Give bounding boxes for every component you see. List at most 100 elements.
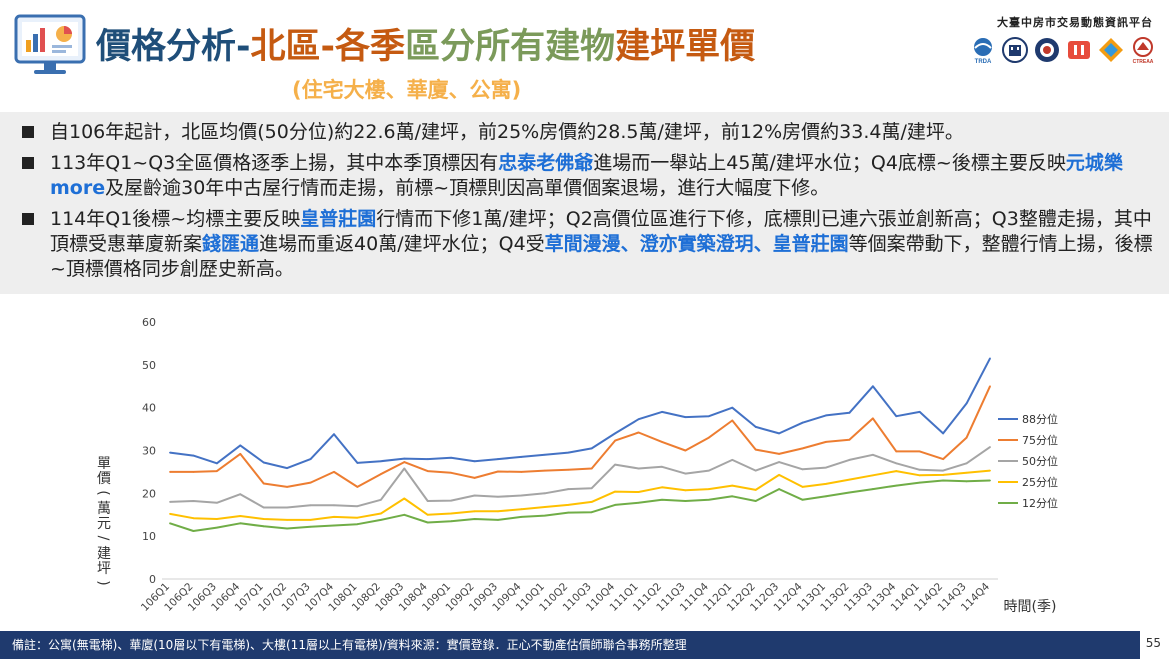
bullet-text-segment: 進場而一舉站上45萬/建坪水位；Q4底標~後標主要反映 [593, 152, 1066, 174]
data-point [731, 495, 734, 498]
bullet-2: 113年Q1~Q3全區價格逐季上揚，其中本季頂標因有忠泰老佛爺進場而一舉站上45… [22, 151, 1157, 201]
data-point [497, 470, 499, 473]
bullet-square-icon [22, 213, 34, 225]
data-point [192, 500, 195, 502]
data-point [215, 526, 218, 529]
data-point [450, 456, 453, 459]
data-point [239, 444, 242, 447]
data-point [825, 495, 827, 498]
data-point [989, 469, 991, 472]
data-point [637, 491, 640, 493]
data-point [895, 415, 898, 418]
data-point [169, 471, 171, 473]
data-point [169, 512, 171, 515]
bullet-text: 自106年起計，北區均價(50分位)約22.6萬/建坪，前25%房價約28.5萬… [50, 120, 964, 145]
page-title: 價格分析-北區-各季區分所有建物建坪單價 [96, 18, 755, 69]
ctreaa-logo-icon: CTREAA [1129, 36, 1157, 64]
data-point [356, 516, 359, 519]
y-axis-title-char: 建 [97, 546, 111, 562]
data-point [707, 498, 710, 501]
title-part-1: 價格分析- [96, 27, 251, 67]
data-point [825, 414, 827, 417]
data-point [871, 385, 874, 388]
data-point [707, 436, 710, 439]
data-point [379, 498, 382, 501]
bullet-text-segment: 113年Q1~Q3全區價格逐季上揚，其中本季頂標因有 [50, 152, 499, 174]
data-point [497, 458, 499, 460]
data-point [262, 506, 265, 509]
data-point [356, 486, 359, 488]
data-point [473, 477, 476, 479]
data-point [989, 479, 991, 482]
data-point [333, 515, 335, 518]
data-point [403, 467, 406, 470]
title-part-2: 北區-各季 [250, 27, 406, 67]
data-point [614, 432, 617, 435]
data-point [848, 438, 851, 441]
legend-label: 25分位 [1022, 475, 1058, 489]
emblem-logo-icon [1065, 36, 1093, 64]
data-point [286, 527, 289, 530]
bullet-text-segment: 自106年起計，北區均價(50分位)約22.6萬/建坪，前25%房價約28.5萬… [50, 121, 964, 143]
data-point [262, 525, 265, 528]
y-tick-label: 0 [149, 573, 156, 586]
svg-text:TRDA: TRDA [975, 59, 992, 64]
bullet-text-segment: 及屋齡逾30年中古屋行情而走揚，前標~頂標則因高單價個案退場，進行大幅度下修。 [105, 177, 830, 199]
data-point [661, 441, 663, 443]
data-point [918, 474, 921, 477]
data-point [567, 503, 570, 506]
bullet-text-segment: 等個案帶動下，整體行情上揚，後標~頂標價格同步創歷史新高。 [50, 233, 1153, 280]
footer-note: 備註：公寓(無電梯)、華廈(10層以下有電梯)、大樓(11層以上有電梯)/資料來… [0, 631, 1140, 659]
data-point [801, 468, 804, 471]
data-point [637, 467, 640, 470]
data-point [778, 474, 781, 476]
data-point [215, 518, 218, 520]
data-point [543, 469, 546, 472]
data-point [661, 486, 663, 489]
data-point [754, 489, 757, 491]
data-point [239, 522, 242, 525]
data-point [707, 488, 710, 490]
trda-logo-icon: TRDA [969, 36, 997, 64]
x-axis-title: 時間(季) [1004, 599, 1057, 615]
data-point [825, 466, 827, 469]
data-point [356, 505, 359, 508]
legend-label: 50分位 [1022, 454, 1058, 468]
data-point [333, 471, 335, 473]
data-point [192, 517, 195, 520]
data-point [169, 501, 171, 503]
series-line-88分位 [169, 357, 991, 470]
data-point [942, 474, 945, 476]
data-point [614, 490, 617, 493]
summary-box: 自106年起計，北區均價(50分位)約22.6萬/建坪，前25%房價約28.5萬… [0, 112, 1169, 294]
data-point [356, 523, 359, 526]
data-point [567, 511, 570, 514]
data-point [497, 518, 499, 521]
data-point [590, 511, 593, 514]
data-point [801, 498, 804, 501]
data-point [497, 495, 499, 498]
bullet-text-segment: 114年Q1後標~均標主要反映 [50, 208, 301, 230]
highlight-project-name: 皇普莊園 [300, 208, 377, 230]
data-point [801, 421, 804, 424]
data-point [473, 518, 476, 520]
data-point [309, 481, 312, 484]
data-point [895, 462, 898, 465]
data-point [520, 515, 523, 518]
data-point [754, 448, 757, 451]
bullet-1: 自106年起計，北區均價(50分位)約22.6萬/建坪，前25%房價約28.5萬… [22, 120, 1157, 145]
data-point [239, 493, 242, 496]
data-point [989, 357, 991, 360]
data-point [590, 447, 593, 450]
title-part-3: 區分所有建物 [405, 27, 616, 67]
data-point [918, 450, 921, 453]
y-axis-title-char: ( [95, 490, 111, 495]
series-line-25分位 [169, 469, 991, 521]
data-point [333, 524, 335, 527]
data-point [379, 460, 382, 463]
data-point [356, 462, 359, 464]
data-point [333, 504, 335, 507]
data-point [614, 439, 617, 442]
series-line-75分位 [170, 385, 991, 488]
data-point [895, 484, 898, 487]
